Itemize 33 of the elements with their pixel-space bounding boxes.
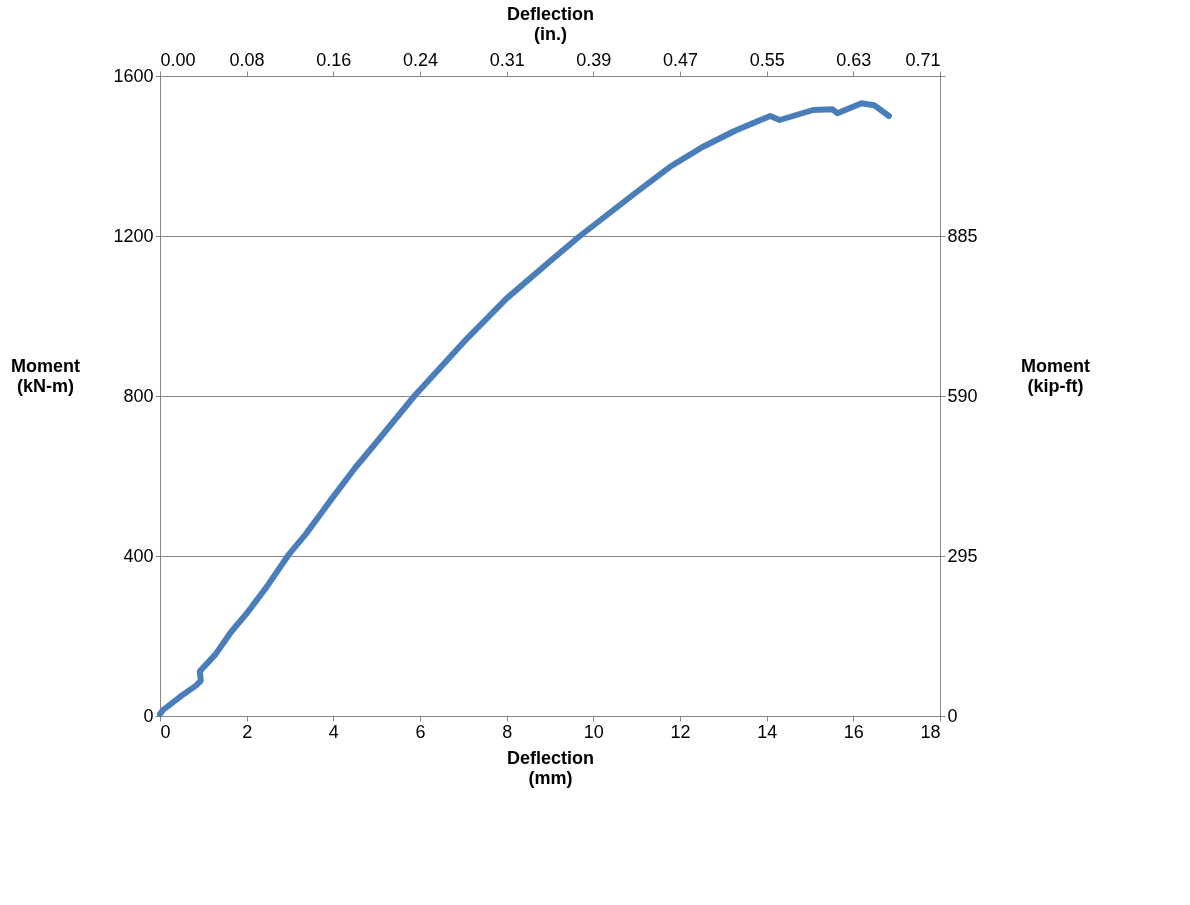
y-tick-label: 1200 bbox=[113, 225, 154, 246]
x2-tick-label: 0.31 bbox=[489, 49, 525, 70]
y-tick-label: 1600 bbox=[113, 65, 154, 86]
y-tick-label: 800 bbox=[123, 385, 154, 406]
y2-tick-label: 295 bbox=[947, 545, 978, 566]
x-tick-label: 2 bbox=[242, 721, 253, 742]
x2-tick-label: 0.55 bbox=[749, 49, 785, 70]
x2-tick-label: 0.47 bbox=[662, 49, 698, 70]
y-tick-label: 0 bbox=[143, 705, 154, 726]
y2-tick-label: 0 bbox=[947, 705, 958, 726]
x2-tick-label: 0.39 bbox=[576, 49, 612, 70]
x2-tick-label: 0.08 bbox=[229, 49, 265, 70]
y2-tick-label: 590 bbox=[947, 385, 978, 406]
y2-axis-title: Moment (kip-ft) bbox=[1021, 355, 1090, 396]
x-tick-label: 8 bbox=[502, 721, 513, 742]
x-tick-label: 14 bbox=[757, 721, 778, 742]
x-tick-label: 12 bbox=[670, 721, 691, 742]
x-tick-label: 0 bbox=[160, 721, 171, 742]
x-tick-label: 10 bbox=[583, 721, 604, 742]
x-axis-title: Deflection (mm) bbox=[506, 747, 595, 788]
x2-tick-label: 0.00 bbox=[160, 49, 196, 70]
y2-tick-label: 885 bbox=[947, 225, 978, 246]
y-axis-title: Moment (kN-m) bbox=[11, 355, 80, 396]
x2-tick-label: 0.24 bbox=[402, 49, 438, 70]
y-tick-label: 400 bbox=[123, 545, 154, 566]
x-tick-label: 6 bbox=[415, 721, 426, 742]
x-tick-label: 16 bbox=[843, 721, 864, 742]
x-tick-label: 18 bbox=[920, 721, 941, 742]
x2-tick-label: 0.16 bbox=[316, 49, 352, 70]
x2-tick-label: 0.63 bbox=[836, 49, 872, 70]
x-tick-label: 4 bbox=[328, 721, 339, 742]
x2-axis-title: Deflection (in.) bbox=[506, 3, 595, 44]
x2-tick-label: 0.71 bbox=[905, 49, 941, 70]
